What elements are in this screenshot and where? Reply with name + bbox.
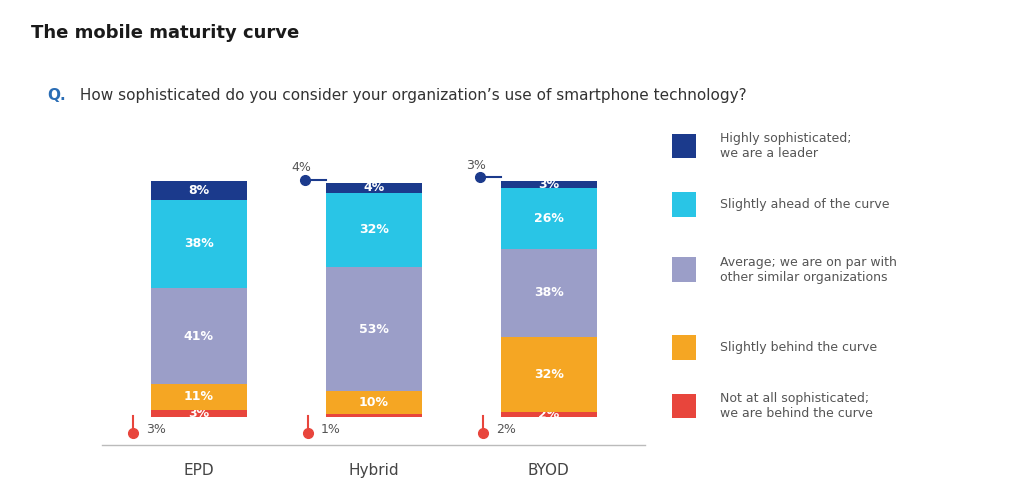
Text: Average; we are on par with
other similar organizations: Average; we are on par with other simila… — [720, 256, 897, 283]
Text: 32%: 32% — [358, 223, 389, 236]
Bar — [151, 384, 247, 410]
Text: Slightly ahead of the curve: Slightly ahead of the curve — [720, 198, 889, 211]
Bar — [326, 414, 422, 416]
Bar — [326, 391, 422, 414]
Bar — [326, 193, 422, 267]
Text: 3%: 3% — [466, 159, 486, 172]
Bar — [501, 412, 597, 416]
FancyBboxPatch shape — [673, 134, 696, 158]
Text: 3%: 3% — [539, 178, 559, 191]
Text: Not at all sophisticated;
we are behind the curve: Not at all sophisticated; we are behind … — [720, 392, 872, 420]
Text: Slightly behind the curve: Slightly behind the curve — [720, 341, 877, 354]
FancyBboxPatch shape — [673, 394, 696, 418]
Bar — [326, 267, 422, 391]
FancyBboxPatch shape — [673, 193, 696, 217]
Text: How sophisticated do you consider your organization’s use of smartphone technolo: How sophisticated do you consider your o… — [75, 88, 746, 103]
Text: 32%: 32% — [534, 368, 564, 381]
Text: 41%: 41% — [183, 329, 214, 343]
FancyBboxPatch shape — [673, 258, 696, 282]
Text: 2%: 2% — [539, 408, 559, 421]
Text: 1%: 1% — [321, 423, 341, 436]
FancyBboxPatch shape — [673, 336, 696, 360]
Bar — [151, 199, 247, 288]
Text: 10%: 10% — [358, 396, 389, 409]
Bar — [501, 249, 597, 337]
Text: The mobile maturity curve: The mobile maturity curve — [31, 24, 299, 43]
Bar — [501, 337, 597, 412]
Text: 4%: 4% — [291, 161, 311, 174]
Text: 3%: 3% — [188, 406, 209, 420]
Bar — [326, 183, 422, 193]
Text: 11%: 11% — [183, 390, 214, 403]
Bar — [501, 181, 597, 188]
Bar — [151, 181, 247, 199]
Text: 2%: 2% — [496, 423, 516, 436]
Text: 38%: 38% — [184, 238, 214, 250]
Text: 3%: 3% — [145, 423, 166, 436]
Bar — [151, 410, 247, 416]
Text: Highly sophisticated;
we are a leader: Highly sophisticated; we are a leader — [720, 132, 851, 160]
Text: Q.: Q. — [47, 88, 66, 103]
Bar — [151, 288, 247, 384]
Text: 38%: 38% — [534, 286, 563, 299]
Text: 53%: 53% — [358, 323, 389, 336]
Bar — [501, 188, 597, 249]
Text: 26%: 26% — [534, 212, 564, 225]
Text: 4%: 4% — [364, 181, 384, 195]
Text: 8%: 8% — [188, 184, 209, 196]
